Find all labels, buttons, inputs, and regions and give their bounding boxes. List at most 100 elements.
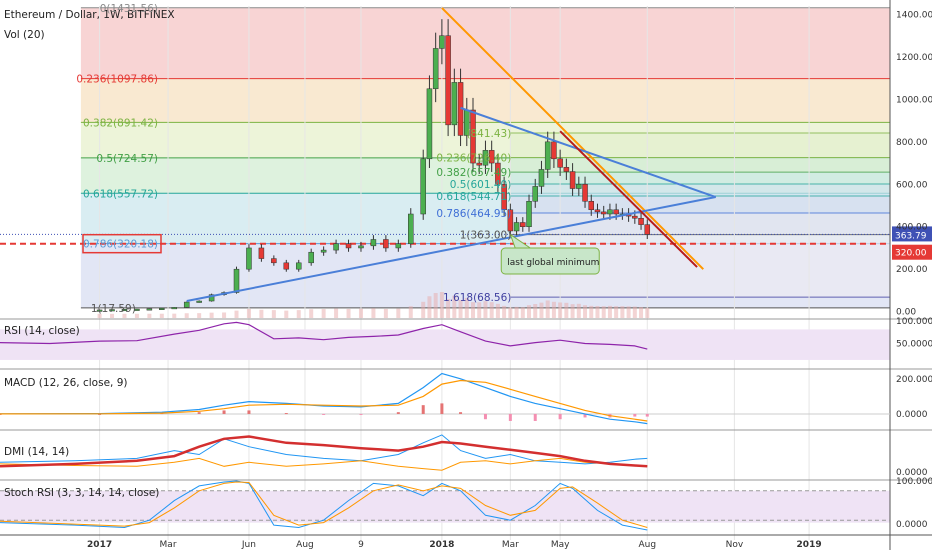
candle-body bbox=[121, 309, 128, 312]
highlight-box bbox=[82, 233, 162, 254]
volume-bar bbox=[514, 306, 519, 318]
current-price-tag bbox=[892, 226, 932, 242]
macd-histogram-bar bbox=[533, 413, 537, 421]
price-tick-label: 0.00 bbox=[896, 308, 916, 318]
macd-histogram-bar bbox=[247, 410, 251, 414]
candle-body bbox=[426, 88, 433, 160]
price-tick-label: 200.00 bbox=[896, 265, 928, 275]
fib2-zone bbox=[510, 212, 890, 235]
price-tick-label: 1000.00 bbox=[896, 95, 932, 105]
volume-bar bbox=[134, 313, 139, 318]
macd-histogram-bar bbox=[645, 413, 649, 417]
macd-line bbox=[0, 372, 648, 425]
volume-bar bbox=[110, 313, 115, 318]
rsi-band bbox=[0, 329, 890, 360]
volume-bar bbox=[309, 309, 314, 318]
candle-body bbox=[109, 309, 115, 312]
fib2-level-label: 0.382(657.49) bbox=[436, 167, 511, 179]
candle-body bbox=[582, 184, 588, 202]
x-tick-label: Jun bbox=[241, 540, 256, 550]
volume-bar bbox=[334, 308, 339, 318]
volume-bar bbox=[601, 306, 606, 318]
candle-body bbox=[488, 150, 495, 164]
candle-body bbox=[563, 167, 570, 172]
volume-bar bbox=[439, 292, 444, 318]
fib-level-label: 0.236(1097.86) bbox=[76, 74, 158, 86]
volume-bar bbox=[489, 302, 494, 318]
candle-body bbox=[638, 217, 644, 225]
candle-body bbox=[576, 184, 582, 189]
volume-bar bbox=[483, 301, 488, 318]
candle-body bbox=[171, 307, 178, 310]
chart-title: Ethereum / Dollar, 1W, BITFINEX bbox=[4, 9, 175, 21]
volume-bar bbox=[234, 310, 239, 318]
macd-tick: 200.0000 bbox=[896, 375, 932, 385]
volume-bar bbox=[570, 304, 575, 318]
candle-body bbox=[345, 243, 352, 249]
dmi-tick: 0.0000 bbox=[896, 468, 928, 478]
volume-bar bbox=[545, 300, 550, 318]
candle-body bbox=[513, 222, 520, 232]
volume-bar bbox=[508, 307, 513, 318]
volume-bar bbox=[159, 313, 164, 318]
volume-bar bbox=[520, 307, 525, 318]
candle-body bbox=[569, 171, 576, 189]
fib2-zone bbox=[510, 172, 890, 184]
volume-bar bbox=[477, 302, 482, 318]
volume-bar bbox=[632, 306, 637, 318]
fib2-zone bbox=[510, 157, 890, 173]
fib-level-label: 0.382(891.42) bbox=[83, 117, 158, 129]
candle-body bbox=[370, 239, 377, 247]
fib2-level-label: 1(363.00) bbox=[460, 230, 512, 242]
volume-bar bbox=[446, 299, 451, 318]
volume-bar bbox=[433, 293, 438, 318]
orange-trendline bbox=[441, 7, 704, 270]
candle-body bbox=[538, 169, 545, 187]
stoch-k-line bbox=[0, 480, 648, 531]
candle-body bbox=[551, 141, 557, 160]
price-tick-label: 1400.00 bbox=[896, 10, 932, 20]
volume-bar bbox=[589, 305, 594, 318]
macd-histogram-bar bbox=[284, 413, 288, 415]
volume-bar bbox=[645, 307, 650, 318]
x-tick-label: Mar bbox=[502, 540, 519, 550]
annotation-text: last global minimum bbox=[507, 258, 599, 268]
candle-body bbox=[470, 109, 476, 164]
volume-bar bbox=[558, 302, 563, 318]
fib2-level-label: 0.236(726.40) bbox=[436, 152, 511, 164]
rsi-title: RSI (14, close) bbox=[4, 325, 80, 337]
candle-body bbox=[233, 268, 240, 293]
macd-histogram-bar bbox=[421, 405, 425, 414]
fib-level-label: 1(17.59) bbox=[91, 303, 136, 315]
candle-body bbox=[439, 35, 445, 49]
red-trendline bbox=[559, 130, 698, 268]
x-tick-label: Aug bbox=[296, 540, 314, 550]
volume-bar bbox=[576, 303, 581, 318]
fib2-level-label: 0.618(544.71) bbox=[436, 191, 511, 203]
candle-body bbox=[501, 184, 507, 211]
volume-bar bbox=[246, 308, 251, 318]
volume-bar bbox=[222, 312, 227, 318]
candle-body bbox=[482, 150, 489, 166]
candle-body bbox=[644, 224, 651, 235]
volume-bar bbox=[595, 306, 600, 318]
candle-body bbox=[408, 213, 414, 244]
x-tick-label: 9 bbox=[358, 540, 364, 550]
candle-body bbox=[476, 162, 482, 166]
volume-bar bbox=[527, 305, 532, 318]
macd-histogram-bar bbox=[197, 412, 201, 414]
volume-bar bbox=[471, 302, 476, 318]
candle-body bbox=[96, 309, 103, 312]
volume-bar bbox=[383, 308, 388, 318]
volume-bar bbox=[626, 306, 631, 318]
candle-body bbox=[146, 308, 153, 311]
macd-histogram-bar bbox=[98, 413, 102, 415]
candle-body bbox=[283, 262, 290, 270]
candle-body bbox=[445, 35, 451, 126]
volume-bar bbox=[321, 309, 326, 318]
candle-body bbox=[258, 247, 265, 259]
volume-bar bbox=[564, 302, 569, 318]
volume-bar bbox=[209, 312, 214, 318]
